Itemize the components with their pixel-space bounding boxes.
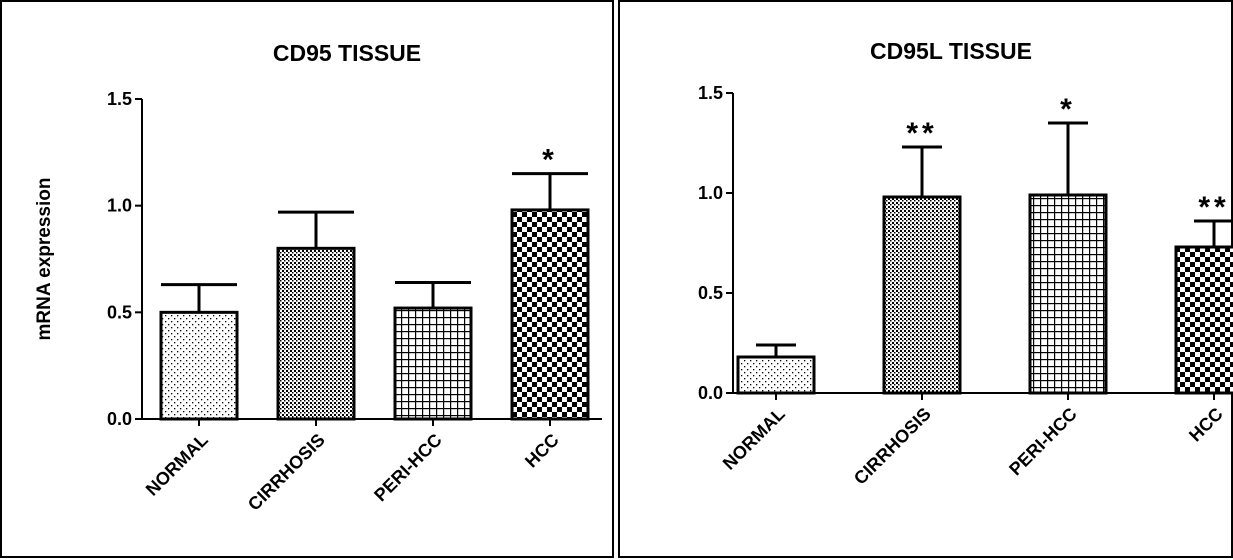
y-tick-label: 1.5 bbox=[107, 89, 132, 109]
category-label: NORMAL bbox=[142, 430, 212, 500]
category-label: NORMAL bbox=[719, 404, 789, 474]
category-label: PERI-HCC bbox=[370, 430, 446, 506]
category-label: CIRRHOSIS bbox=[244, 430, 329, 515]
y-axis-label: mRNA expression bbox=[34, 178, 55, 341]
chart-panel-cd95l: CD95L TISSUE 0.0 0.5 1.0 1.5 NORMAL CIRRHOSIS *… bbox=[618, 0, 1233, 558]
bar-normal bbox=[159, 310, 239, 421]
y-tick-label: 1.5 bbox=[698, 83, 723, 103]
significance-marker: * bbox=[1060, 93, 1076, 126]
chart-title: CD95L TISSUE bbox=[870, 38, 1032, 64]
category-label: PERI-HCC bbox=[1005, 404, 1081, 480]
bar-hcc bbox=[510, 208, 590, 421]
y-tick-label: 0.5 bbox=[698, 283, 723, 303]
y-tick-label: 1.0 bbox=[698, 183, 723, 203]
chart-cd95l-svg: CD95L TISSUE 0.0 0.5 1.0 1.5 NORMAL CIRRHOSIS *… bbox=[698, 38, 1233, 489]
bar-normal bbox=[736, 355, 816, 395]
y-tick-label: 0.5 bbox=[107, 302, 132, 322]
bar-cirrhosis bbox=[276, 246, 356, 421]
bar-peri-hcc bbox=[1028, 193, 1108, 395]
bar-cirrhosis bbox=[882, 195, 962, 395]
bar-hcc bbox=[1174, 245, 1233, 395]
y-tick-label: 1.0 bbox=[107, 196, 132, 216]
chart-title: CD95 TISSUE bbox=[273, 40, 421, 66]
significance-marker: ** bbox=[906, 117, 937, 150]
bar-peri-hcc bbox=[393, 306, 473, 421]
category-label: HCC bbox=[521, 430, 563, 472]
category-label: HCC bbox=[1185, 404, 1227, 446]
significance-marker: * bbox=[542, 144, 558, 177]
significance-marker: ** bbox=[1198, 191, 1229, 224]
chart-panel-cd95: CD95 TISSUE mRNA expression 0.0 0.5 1.0 1.5 NO… bbox=[0, 0, 614, 558]
y-tick-label: 0.0 bbox=[107, 409, 132, 429]
y-tick-label: 0.0 bbox=[698, 383, 723, 403]
chart-cd95-svg: CD95 TISSUE mRNA expression 0.0 0.5 1.0 1.5 NO… bbox=[34, 40, 602, 515]
category-label: CIRRHOSIS bbox=[850, 404, 935, 489]
